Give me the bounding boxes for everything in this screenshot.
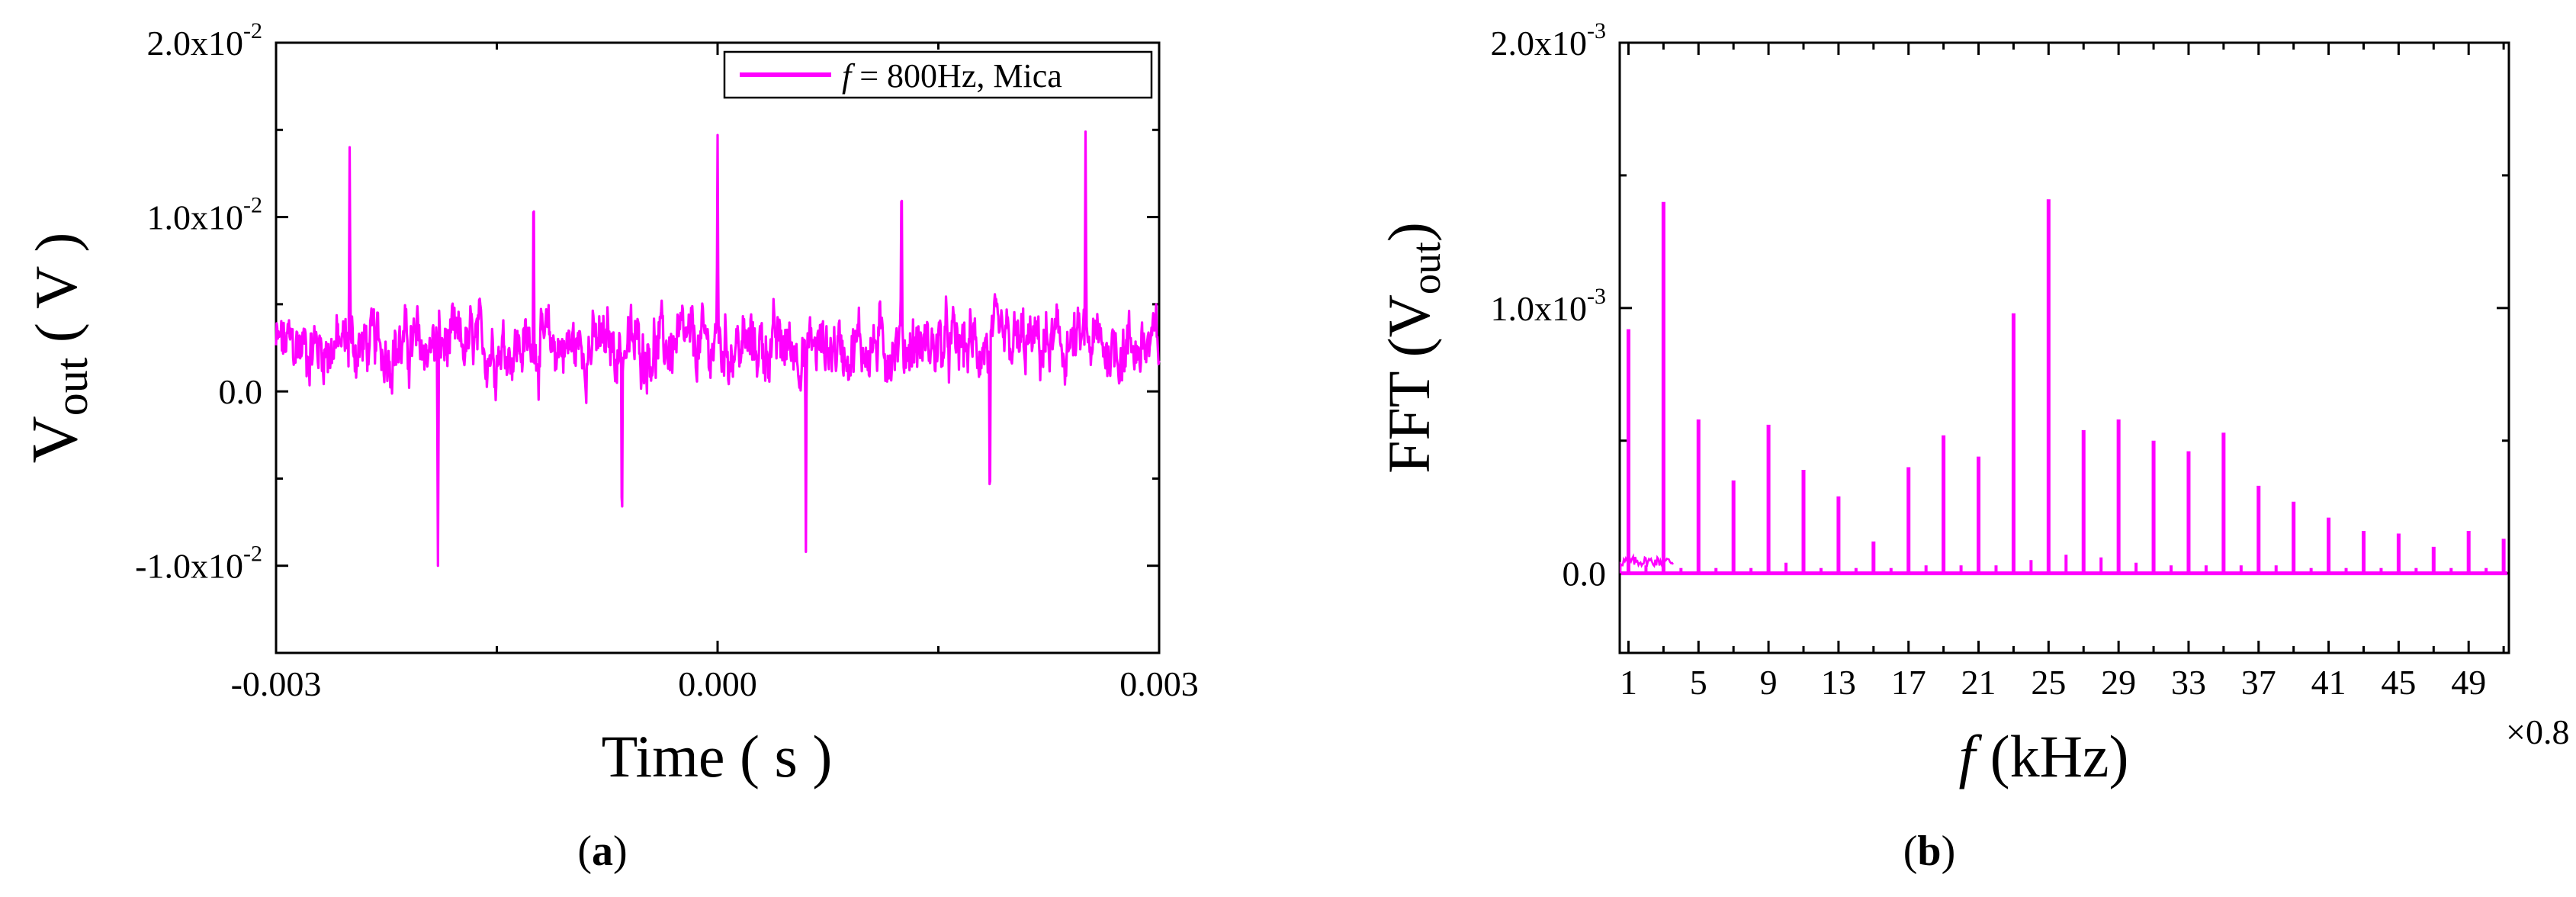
panel-b-xlabel-rest: (kHz) [1975,723,2128,789]
panel-b-xtick-label: 25 [2031,663,2066,702]
panel-a-legend-label: f = 800Hz, Mica [842,57,1062,95]
panel-b-caption: (b) [1903,828,1955,875]
panel-a-ylabel: Vout ( V ) [18,233,97,464]
panel-b-xtick-label: 17 [1891,663,1926,702]
panel-a-xtick-label: -0.003 [231,664,322,703]
panel-a-ytick-label: 0.0 [219,372,263,411]
panel-b-caption-close: ) [1942,828,1956,875]
panel-a-ytick-label-mantissa: 2.0x10 [147,24,244,63]
panel-b-chart: 1 5 9 13 17 21 25 29 33 37 41 45 490.01.0x10-32.0x10… [1376,18,2569,875]
panel-b-plot-frame [1618,41,2510,654]
panel-a-caption-close: ) [613,828,628,875]
panel-b-ytick-label: 1.0x10-3 [1491,284,1607,328]
panel-a-ytick-label: -1.0x10-2 [135,542,262,586]
panel-b-xtick-label: 9 [1760,663,1778,702]
panel-a-series [275,130,1161,567]
panel-b-xtick-label: 41 [2311,663,2346,702]
panel-b-ylabel-main: FFT (V [1376,294,1442,474]
panel-b-xtick-label: 1 [1620,663,1637,702]
panel-b-ylabel: FFT (Vout) [1376,222,1449,474]
panel-b-ylabel-sub: out [1403,242,1449,294]
panel-a-ylabel-sub: out [47,357,97,416]
panel-a-ytick-label-exponent: -2 [243,18,262,43]
panel-b-xtick-label: 5 [1690,663,1707,702]
panel-b-xtick-label: 37 [2241,663,2276,702]
panel-b-x-multiplier: ×0.8 [2506,712,2569,751]
panel-b-ytick-label-exponent: -3 [1587,18,1606,43]
panel-a-ytick-label-mantissa: 1.0x10 [147,198,244,237]
panel-b-xlabel: f (kHz) [1958,723,2128,789]
panel-a-xlabel: Time ( s ) [602,723,833,789]
panel-a-legend-text: = 800Hz, Mica [851,57,1062,95]
panel-a-ytick-label-mantissa: -1.0x10 [135,547,243,586]
panel-b-xtick-label: 29 [2101,663,2136,702]
panel-b-ytick-label-exponent: -3 [1587,284,1606,309]
panel-a-chart: -0.003 0.000 0.003-1.0x10-20.01.0x10-22.0x… [18,18,1199,875]
panel-a-ytick-label-exponent: -2 [243,542,262,567]
panel-b-caption-letter: b [1917,828,1941,875]
panel-b-ylabel-rest: ) [1376,222,1442,242]
panel-a-legend: f = 800Hz, Mica [723,50,1153,99]
panel-b-ytick-label-mantissa: 2.0x10 [1491,24,1588,63]
panel-a-ylabel-rest: ( V ) [23,233,89,358]
panel-a-caption-letter: a [592,828,613,875]
panel-b-ytick-label: 2.0x10-3 [1491,18,1607,63]
panel-b-xtick-label: 21 [1961,663,1996,702]
panel-b-xtick-label: 45 [2381,663,2416,702]
panel-a-ytick-label-mantissa: 0.0 [219,372,263,411]
panel-a-ytick-label-exponent: -2 [243,193,262,218]
panel-a-ytick-label: 2.0x10-2 [147,18,263,63]
panel-b-xtick-label: 33 [2171,663,2206,702]
panel-b-xtick-label: 13 [1821,663,1856,702]
panel-a-ytick-label: 1.0x10-2 [147,193,263,237]
panel-b-ytick-label-mantissa: 0.0 [1563,555,1607,593]
panel-a-caption-open: ( [577,828,592,875]
panel-b-ytick-label: 0.0 [1563,555,1607,593]
panel-a-caption: (a) [577,828,627,875]
panel-b-series [1619,199,2507,576]
panel-b-caption-open: ( [1903,828,1918,875]
panel-b-ytick-label-mantissa: 1.0x10 [1491,289,1588,328]
panel-a-ylabel-main: V [18,416,91,463]
panel-b-ticks: 1 5 9 13 17 21 25 29 33 37 41 45 490.01.0x10-32.0x10… [1491,18,2509,702]
panel-a-xtick-label: 0.003 [1119,664,1199,703]
panel-a-ticks: -0.003 0.000 0.003-1.0x10-20.01.0x10-22.0x… [135,18,1199,703]
panel-b-xtick-label: 49 [2451,663,2486,702]
panel-a-signal-line [275,130,1161,567]
panel-a-xtick-label: 0.000 [678,664,757,703]
